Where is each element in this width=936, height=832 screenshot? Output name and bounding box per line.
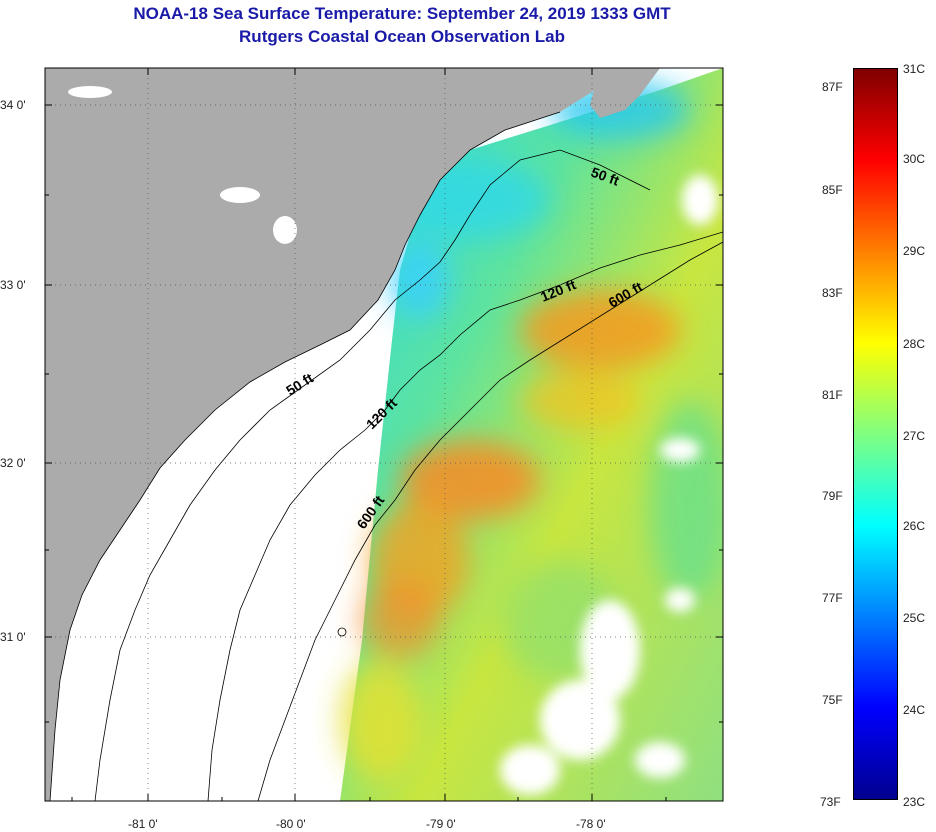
colorbar-label-f: 85F [822,183,843,197]
colorbar-label-c: 26C [903,519,926,533]
lon-label: -78 0' [576,817,606,831]
land-mass [45,68,600,801]
colorbar-label-f: 81F [822,388,843,402]
contour-600ft [257,241,723,801]
colorbar-label-c: 27C [903,429,926,443]
sst-map[interactable]: 50 ft 50 ft 120 ft 120 ft 600 ft 600 ft [0,0,804,832]
colorbar-label-c: 30C [903,152,926,166]
contour-seamount [337,627,347,637]
lat-label: 32 0' [0,456,26,470]
map-plot-area: 50 ft 50 ft 120 ft 120 ft 600 ft 600 ft [45,68,723,801]
axis-ticks [45,68,723,801]
longitude-labels: -81 0' -80 0' -79 0' -78 0' [128,817,606,831]
colorbar-label-c: 25C [903,611,926,625]
lake [68,86,112,98]
map-title: NOAA-18 Sea Surface Temperature: Septemb… [133,4,671,23]
lat-label: 33 0' [0,278,26,292]
latitude-labels: 34 0' 33 0' 32 0' 31 0' [0,98,26,644]
colorbar-label-c: 23C [903,795,926,809]
colorbar-label-c: 24C [903,703,926,717]
contour-120ft [207,231,723,801]
colorbar-label-f: 75F [822,693,843,707]
colorbar-label-f: 83F [822,286,843,300]
lon-label: -81 0' [128,817,158,831]
cape-fear-land [590,68,660,118]
lat-label: 34 0' [0,98,26,112]
lat-label: 31 0' [0,630,26,644]
colorbar-label-f: 77F [822,591,843,605]
cloud-mask [500,175,718,795]
colorbar-label-c: 31C [903,62,926,76]
lon-label: -80 0' [276,817,306,831]
colorbar-label-c: 29C [903,244,926,258]
graticule [45,68,723,801]
lon-label: -79 0' [426,817,456,831]
colorbar-label-c: 28C [903,337,926,351]
contour-50ft [94,149,651,801]
lake [220,187,260,203]
colorbar-label-f: 73F [820,795,841,809]
coastline [49,111,561,801]
map-frame [44,67,724,802]
colorbar-label-f: 79F [822,489,843,503]
temperature-colorbar [853,68,898,800]
colorbar-label-f: 87F [822,80,843,94]
map-subtitle: Rutgers Coastal Ocean Observation Lab [239,27,565,46]
lake [273,216,297,244]
